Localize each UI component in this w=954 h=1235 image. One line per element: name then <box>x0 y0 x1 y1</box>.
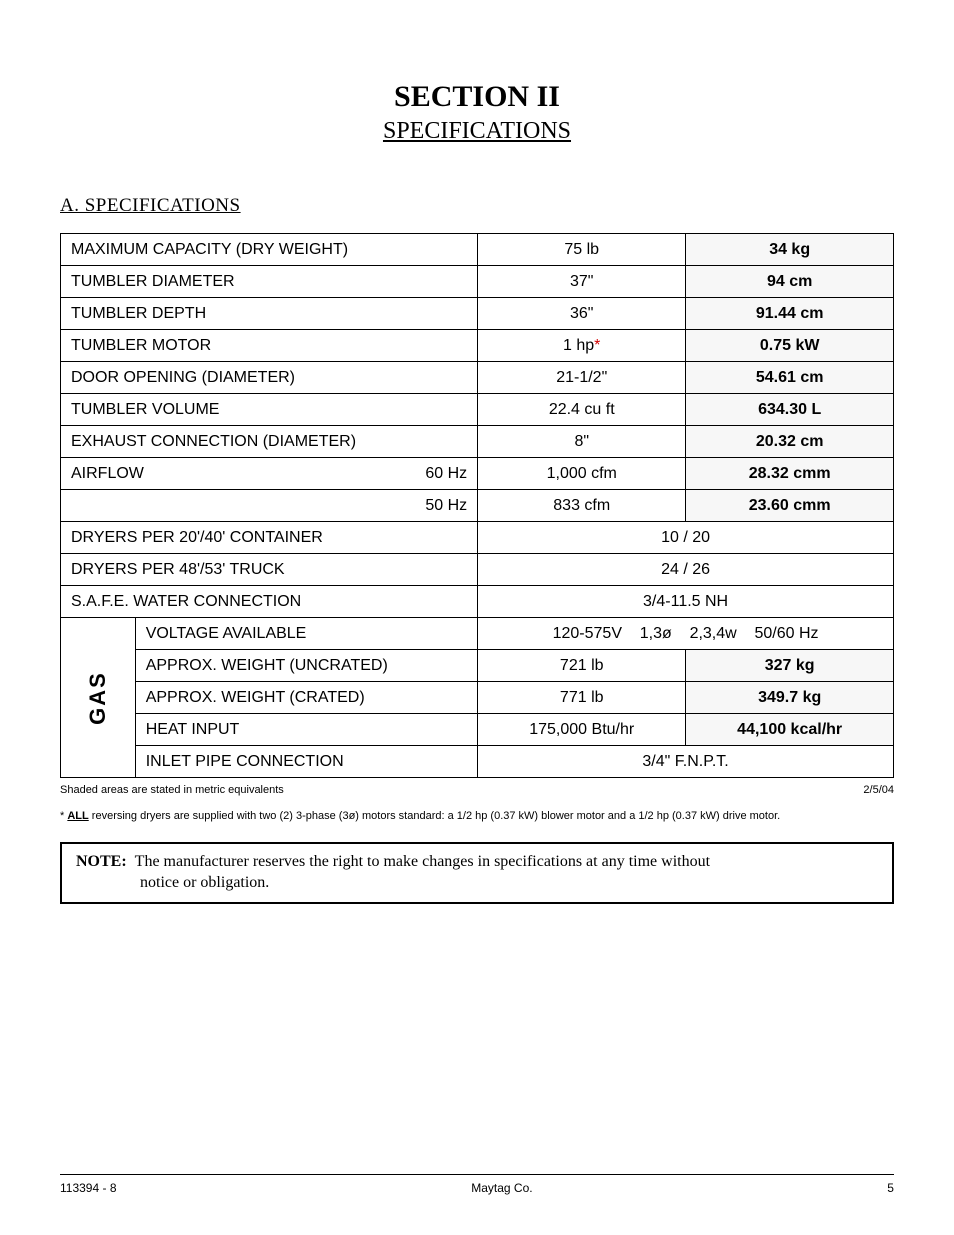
spec-label: TUMBLER DEPTH <box>61 298 478 330</box>
table-row: INLET PIPE CONNECTION3/4" F.N.P.T. <box>61 746 894 778</box>
subsection-heading: A. SPECIFICATIONS <box>60 195 894 217</box>
table-row: TUMBLER DIAMETER37"94 cm <box>61 266 894 298</box>
spec-label: APPROX. WEIGHT (CRATED) <box>135 682 477 714</box>
table-row: DRYERS PER 48'/53' TRUCK24 / 26 <box>61 554 894 586</box>
asterisk-icon: * <box>594 337 600 354</box>
spec-label: INLET PIPE CONNECTION <box>135 746 477 778</box>
spec-imperial: 1,000 cfm <box>478 458 686 490</box>
page-footer: 113394 - 8 Maytag Co. 5 <box>60 1174 894 1195</box>
spec-full: 120-575V 1,3ø 2,3,4w 50/60 Hz <box>478 618 894 650</box>
spec-metric: 94 cm <box>686 266 894 298</box>
table-row: GAS VOLTAGE AVAILABLE 120-575V 1,3ø 2,3,… <box>61 618 894 650</box>
spec-metric: 634.30 L <box>686 394 894 426</box>
spec-label: TUMBLER VOLUME <box>61 394 478 426</box>
spec-imperial: 175,000 Btu/hr <box>478 714 686 746</box>
table-row: TUMBLER VOLUME22.4 cu ft634.30 L <box>61 394 894 426</box>
spec-full: 10 / 20 <box>478 522 894 554</box>
table-row: S.A.F.E. WATER CONNECTION3/4-11.5 NH <box>61 586 894 618</box>
spec-label: VOLTAGE AVAILABLE <box>135 618 477 650</box>
spec-imperial: 36" <box>478 298 686 330</box>
spec-imperial: 8" <box>478 426 686 458</box>
table-row: MAXIMUM CAPACITY (DRY WEIGHT)75 lb34 kg <box>61 234 894 266</box>
spec-label: APPROX. WEIGHT (UNCRATED) <box>135 650 477 682</box>
spec-imperial: 1 hp* <box>478 330 686 362</box>
spec-label: DRYERS PER 48'/53' TRUCK <box>61 554 478 586</box>
table-row: TUMBLER MOTOR1 hp*0.75 kW <box>61 330 894 362</box>
spec-metric: 54.61 cm <box>686 362 894 394</box>
spec-label: AIRFLOW 60 Hz <box>61 458 478 490</box>
spec-label: S.A.F.E. WATER CONNECTION <box>61 586 478 618</box>
spec-label: MAXIMUM CAPACITY (DRY WEIGHT) <box>61 234 478 266</box>
spec-metric: 327 kg <box>686 650 894 682</box>
table-row: TUMBLER DEPTH36"91.44 cm <box>61 298 894 330</box>
spec-full: 3/4" F.N.P.T. <box>478 746 894 778</box>
note-text: The manufacturer reserves the right to m… <box>135 853 710 870</box>
table-row: HEAT INPUT175,000 Btu/hr44,100 kcal/hr <box>61 714 894 746</box>
spec-label: HEAT INPUT <box>135 714 477 746</box>
footer-right: 5 <box>887 1181 894 1195</box>
spec-metric: 34 kg <box>686 234 894 266</box>
spec-label: DRYERS PER 20'/40' CONTAINER <box>61 522 478 554</box>
spec-metric: 0.75 kW <box>686 330 894 362</box>
footnote-reversing: * ALL reversing dryers are supplied with… <box>60 810 894 822</box>
footnote-shaded: Shaded areas are stated in metric equiva… <box>60 784 284 796</box>
spec-imperial: 771 lb <box>478 682 686 714</box>
spec-full: 3/4-11.5 NH <box>478 586 894 618</box>
spec-imperial: 721 lb <box>478 650 686 682</box>
spec-full: 24 / 26 <box>478 554 894 586</box>
table-row: DOOR OPENING (DIAMETER)21-1/2"54.61 cm <box>61 362 894 394</box>
spec-imperial: 21-1/2" <box>478 362 686 394</box>
section-number: SECTION II <box>60 80 894 114</box>
spec-label: EXHAUST CONNECTION (DIAMETER) <box>61 426 478 458</box>
table-row: APPROX. WEIGHT (CRATED)771 lb349.7 kg <box>61 682 894 714</box>
specifications-table: MAXIMUM CAPACITY (DRY WEIGHT)75 lb34 kg … <box>60 233 894 778</box>
section-subtitle: SPECIFICATIONS <box>60 118 894 145</box>
spec-metric: 28.32 cmm <box>686 458 894 490</box>
spec-metric: 91.44 cm <box>686 298 894 330</box>
footnote-date: 2/5/04 <box>863 784 894 796</box>
spec-label: 50 Hz <box>61 490 478 522</box>
footer-center: Maytag Co. <box>471 1181 532 1195</box>
spec-imperial: 833 cfm <box>478 490 686 522</box>
note-box: NOTE: The manufacturer reserves the righ… <box>60 842 894 904</box>
spec-metric: 349.7 kg <box>686 682 894 714</box>
spec-metric: 44,100 kcal/hr <box>686 714 894 746</box>
spec-label: TUMBLER DIAMETER <box>61 266 478 298</box>
table-row: APPROX. WEIGHT (UNCRATED)721 lb327 kg <box>61 650 894 682</box>
spec-metric: 23.60 cmm <box>686 490 894 522</box>
spec-label: TUMBLER MOTOR <box>61 330 478 362</box>
spec-metric: 20.32 cm <box>686 426 894 458</box>
table-row: AIRFLOW 60 Hz 1,000 cfm 28.32 cmm <box>61 458 894 490</box>
spec-imperial: 37" <box>478 266 686 298</box>
gas-group-label: GAS <box>61 618 136 778</box>
note-label: NOTE: <box>76 853 127 870</box>
spec-label: DOOR OPENING (DIAMETER) <box>61 362 478 394</box>
table-row: 50 Hz 833 cfm 23.60 cmm <box>61 490 894 522</box>
table-row: DRYERS PER 20'/40' CONTAINER10 / 20 <box>61 522 894 554</box>
spec-imperial: 22.4 cu ft <box>478 394 686 426</box>
table-row: EXHAUST CONNECTION (DIAMETER)8"20.32 cm <box>61 426 894 458</box>
spec-imperial: 75 lb <box>478 234 686 266</box>
footer-left: 113394 - 8 <box>60 1181 117 1195</box>
note-text: notice or obligation. <box>76 873 878 894</box>
